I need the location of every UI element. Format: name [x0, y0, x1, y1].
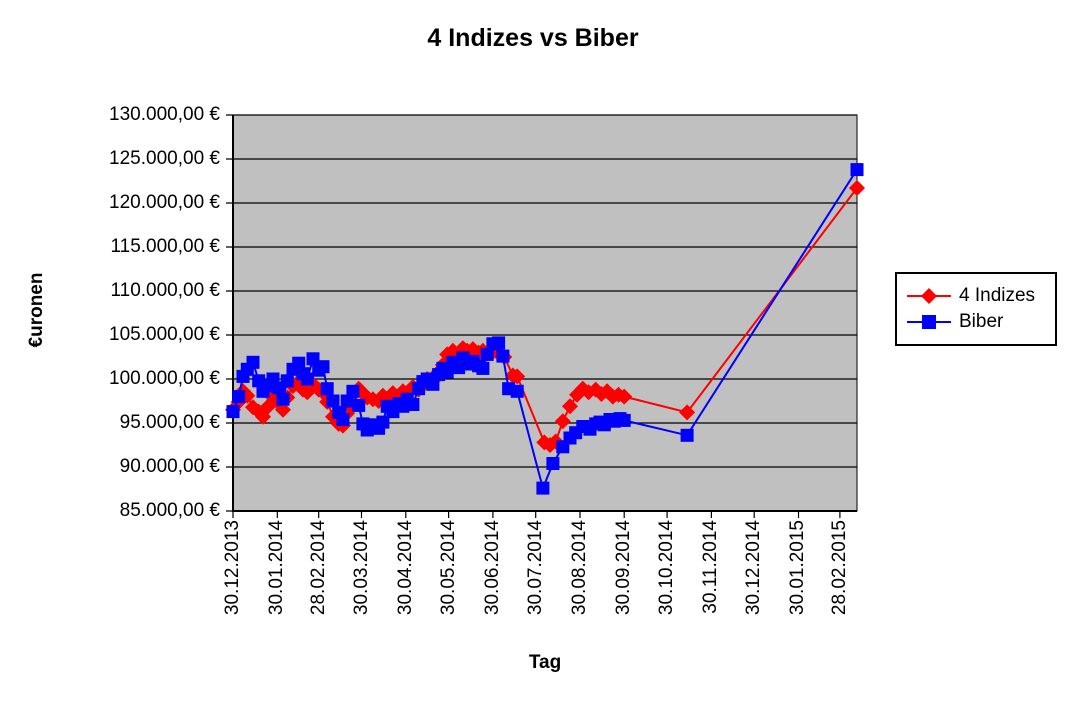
data-point-marker-biber [232, 390, 246, 404]
data-point-marker-biber [617, 413, 631, 427]
data-point-marker-biber [320, 382, 334, 396]
data-point-marker-biber [536, 481, 550, 495]
x-tick-label: 28.02.2014 [308, 520, 329, 616]
data-point-marker-biber [326, 394, 340, 408]
x-tick-label: 28.02.2015 [829, 520, 850, 616]
data-point-marker-biber [276, 392, 290, 406]
y-tick-label: 90.000,00 € [119, 456, 220, 477]
data-point-marker-biber [336, 413, 350, 426]
y-tick-label: 110.000,00 € [110, 280, 220, 301]
data-point-marker-biber [480, 347, 494, 361]
legend-item-4-indizes: 4 Indizes [905, 285, 1055, 307]
y-tick-label: 85.000,00 € [119, 500, 220, 521]
data-point-marker-4-indizes [562, 398, 578, 415]
legend-label-4-indizes: 4 Indizes [959, 285, 1036, 306]
legend-marker-diamond-icon [907, 288, 951, 304]
y-tick-label: 100.000,00 € [109, 368, 220, 389]
data-point-marker-biber [316, 360, 330, 374]
x-tick-label: 30.03.2014 [351, 520, 372, 616]
data-point-marker-biber [306, 352, 320, 366]
y-tick-label: 115.000,00 € [110, 236, 220, 257]
data-point-marker-biber [352, 398, 366, 412]
data-point-marker-4-indizes [849, 180, 865, 196]
data-point-marker-biber [406, 398, 420, 411]
data-point-marker-biber [492, 336, 506, 350]
data-point-marker-4-indizes [509, 368, 526, 385]
data-point-marker-biber [292, 356, 306, 370]
data-point-marker-biber [246, 355, 260, 369]
x-tick-label: 30.04.2014 [395, 520, 416, 616]
x-tick-label: 30.10.2014 [656, 520, 677, 616]
data-point-marker-biber [510, 384, 524, 398]
y-tick-label: 125.000,00 € [109, 148, 220, 169]
x-tick-label: 30.05.2014 [438, 520, 459, 616]
data-point-marker-biber [376, 415, 390, 429]
data-point-marker-biber [850, 163, 864, 177]
legend-label-biber: Biber [959, 311, 1004, 332]
legend-marker-square-icon [907, 315, 951, 329]
x-tick-label: 30.12.2013 [222, 520, 243, 616]
x-tick-label: 30.07.2014 [525, 520, 546, 616]
data-point-marker-biber [476, 361, 490, 375]
y-tick-label: 130.000,00 € [109, 104, 220, 125]
x-axis-title: Tag [528, 652, 562, 673]
legend: 4 Indizes Biber [895, 272, 1057, 346]
x-tick-label: 30.08.2014 [569, 520, 590, 616]
data-point-marker-4-indizes [554, 413, 571, 430]
data-point-marker-biber [226, 405, 240, 419]
x-tick-label: 30.11.2014 [700, 520, 721, 614]
y-tick-label: 105.000,00 € [109, 324, 220, 345]
data-point-marker-biber [346, 384, 360, 398]
x-tick-label: 30.06.2014 [482, 520, 503, 616]
x-tick-label: 30.12.2014 [743, 520, 764, 616]
data-point-marker-4-indizes [275, 401, 291, 418]
data-point-marker-biber [546, 457, 560, 470]
y-tick-label: 120.000,00 € [109, 192, 220, 213]
y-tick-label: 95.000,00 € [119, 412, 220, 433]
data-point-marker-biber [680, 428, 694, 442]
data-point-marker-biber [300, 372, 314, 386]
x-tick-label: 30.01.2014 [266, 520, 287, 616]
x-tick-label: 30.09.2014 [613, 520, 634, 616]
data-point-marker-biber [496, 349, 510, 363]
legend-item-biber: Biber [905, 311, 1055, 333]
data-point-marker-4-indizes [679, 404, 696, 421]
x-tick-label: 30.01.2015 [787, 520, 808, 616]
data-point-marker-4-indizes [616, 388, 633, 405]
data-point-marker-biber [280, 374, 294, 388]
chart-title: 4 Indizes vs Biber [427, 24, 639, 52]
